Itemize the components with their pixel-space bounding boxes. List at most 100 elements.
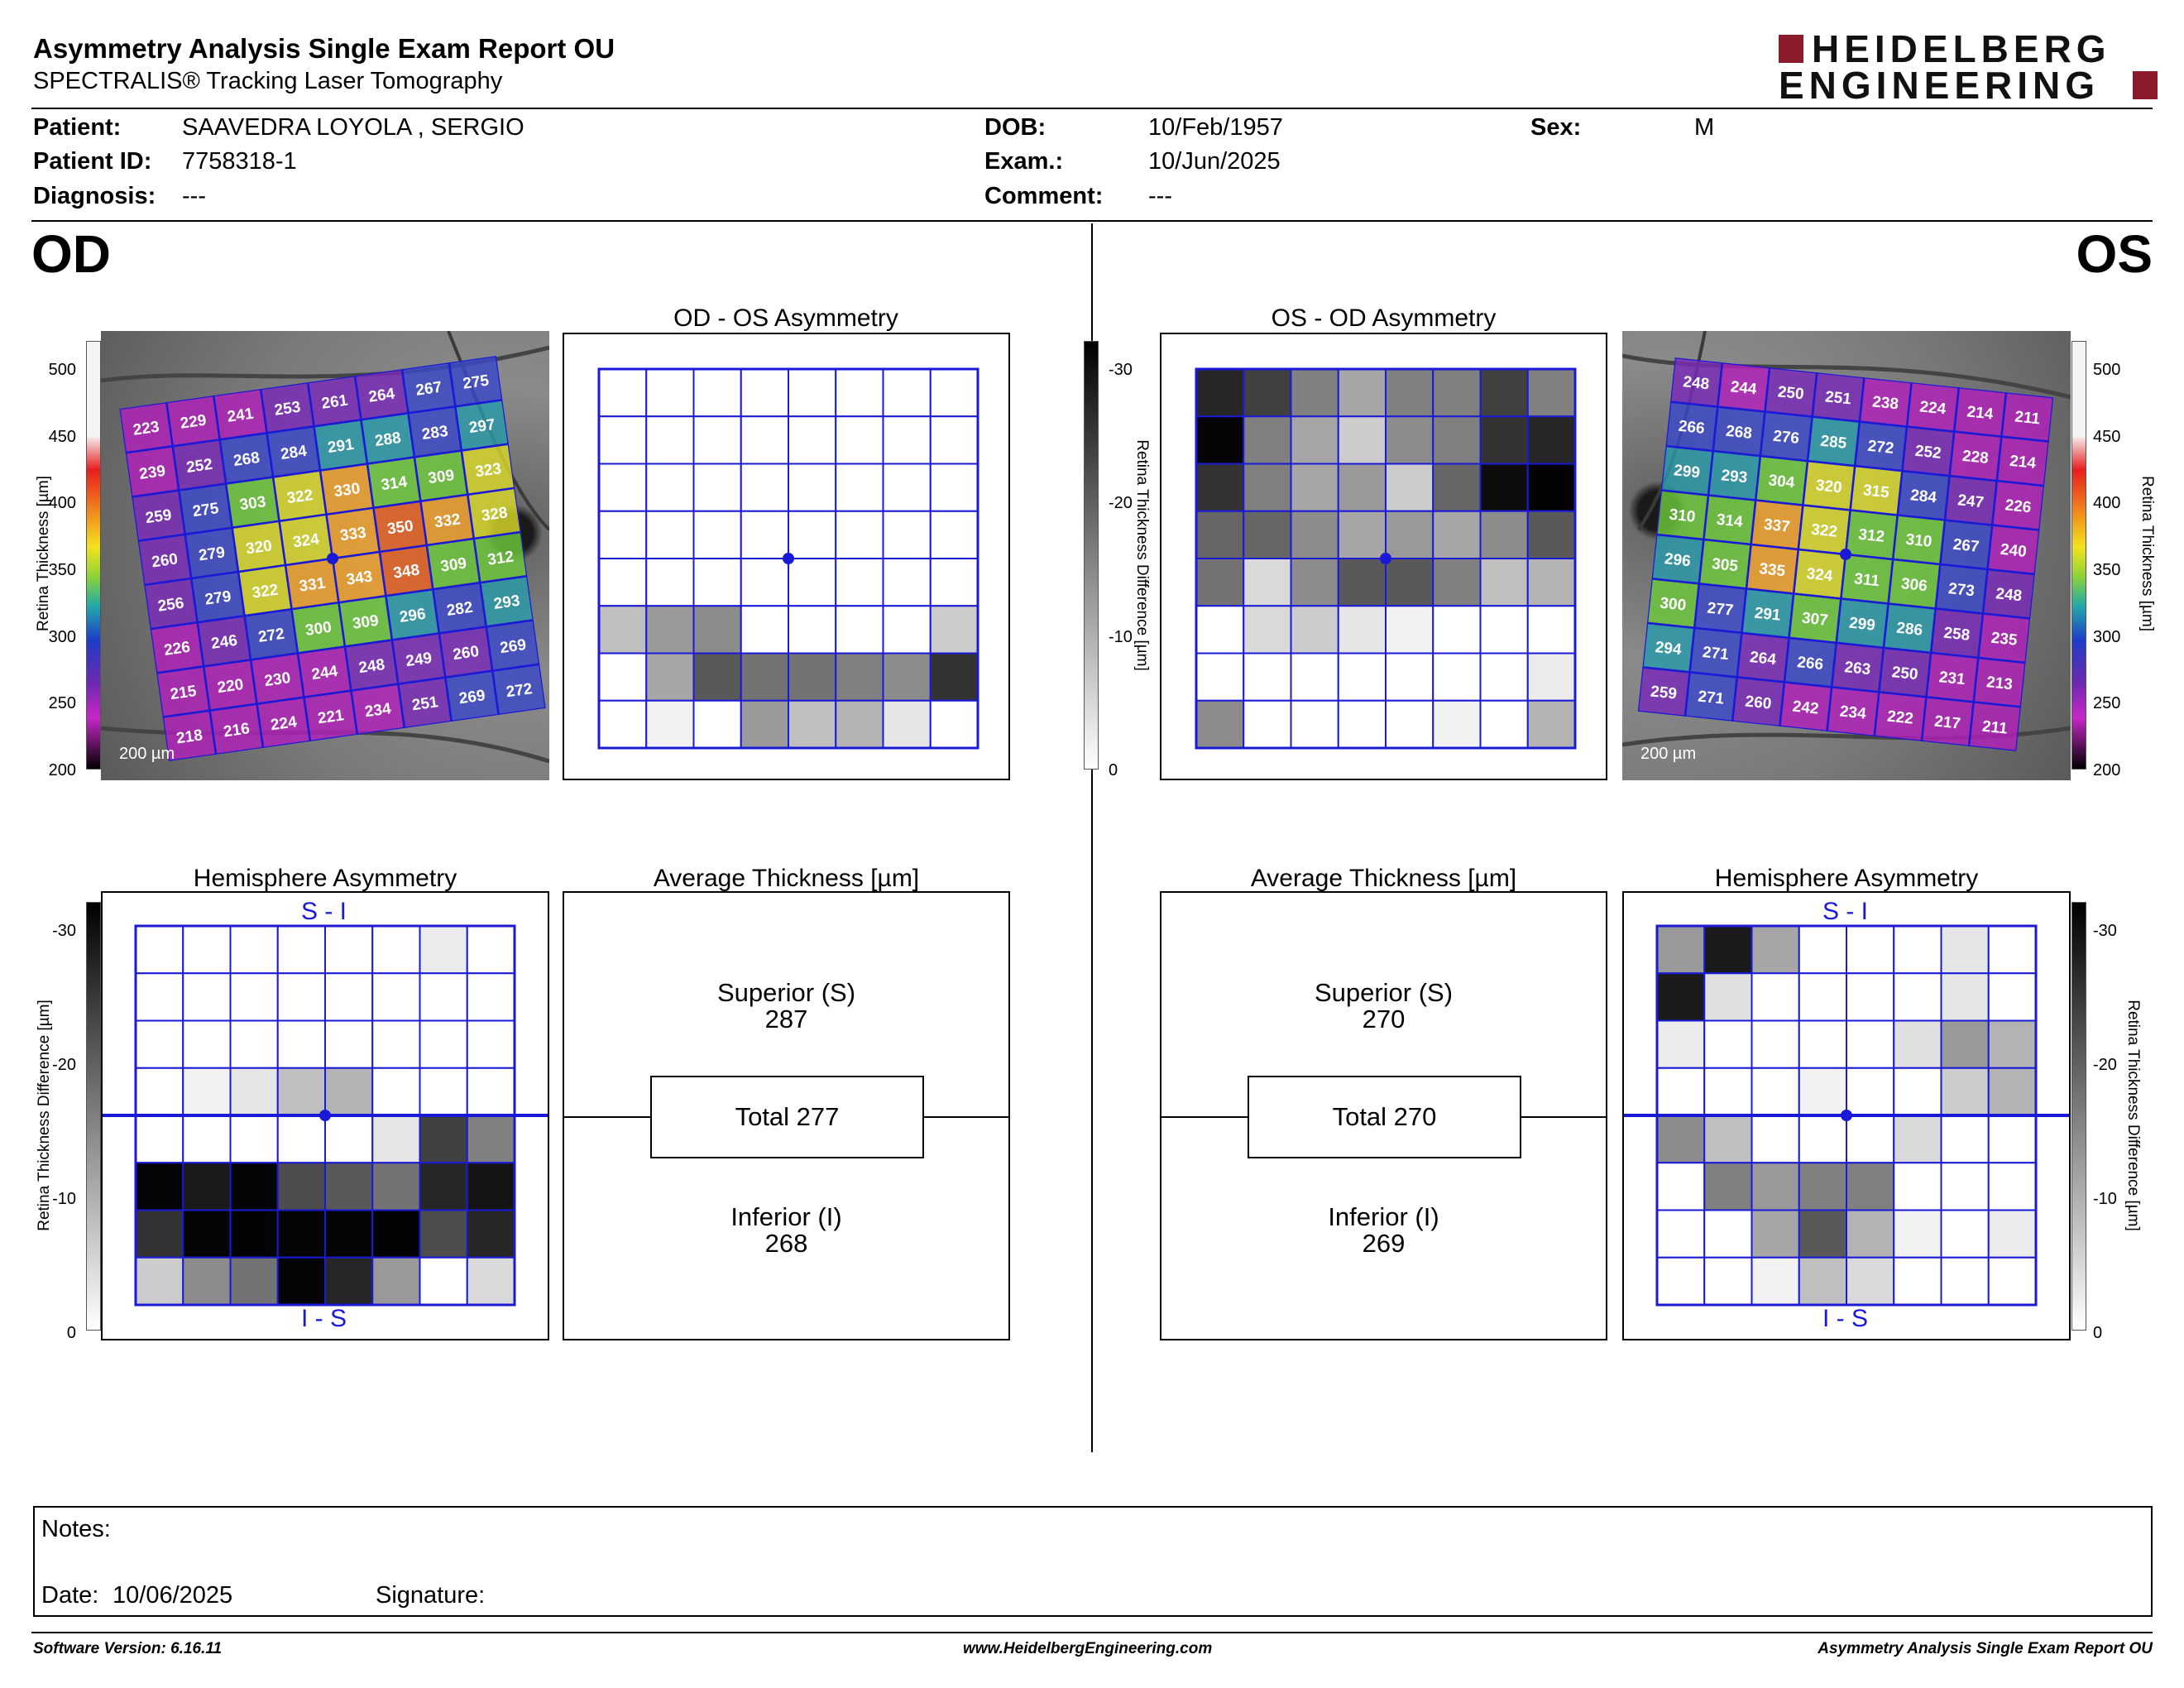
grid-cell — [1526, 652, 1576, 702]
grid-cell — [229, 1256, 279, 1306]
thickness-value: 260 — [151, 550, 179, 571]
thickness-value: 267 — [414, 379, 443, 400]
thickness-value: 272 — [257, 626, 285, 646]
thickness-value: 288 — [374, 429, 402, 450]
thickness-value: 216 — [223, 720, 251, 741]
thickness-value: 300 — [304, 619, 333, 640]
grid-cell — [1893, 1209, 1942, 1259]
footer-software: Software Version: 6.16.11 — [33, 1640, 223, 1657]
od-asym-grid — [597, 367, 979, 750]
os-hemi-panel: S - I I - S — [1622, 891, 2071, 1340]
grid-cell — [1385, 415, 1434, 465]
od-label: OD — [31, 224, 111, 284]
grid-cell — [1243, 368, 1292, 418]
grid-cell — [1385, 558, 1434, 607]
thickness-value: 224 — [1918, 398, 1947, 418]
grid-cell — [929, 558, 979, 607]
grid-cell — [882, 558, 932, 607]
grid-cell — [835, 558, 884, 607]
grid-cell — [1846, 1256, 1895, 1306]
grid-cell — [1940, 1019, 1990, 1069]
thickness-value: 226 — [2004, 496, 2033, 516]
grid-cell — [1385, 652, 1434, 702]
grid-cell — [276, 1115, 326, 1164]
diagnosis-value: --- — [182, 183, 206, 209]
thickness-value: 266 — [1678, 418, 1706, 438]
grid-cell — [598, 510, 648, 559]
od-hemi-axis-label: Retina Thickness Difference [µm] — [36, 1000, 53, 1231]
grid-cell — [598, 463, 648, 512]
footer-divider — [31, 1632, 2153, 1633]
grid-cell — [1940, 1209, 1990, 1259]
grid-cell — [788, 699, 837, 749]
notes-box[interactable]: Notes: Date: 10/06/2025 Signature: — [33, 1506, 2153, 1617]
thickness-value: 285 — [1819, 433, 1847, 453]
grid-cell — [740, 652, 789, 702]
grid-cell — [1337, 415, 1387, 465]
grid-cell — [740, 415, 789, 465]
scale-tick: 0 — [2093, 1324, 2103, 1342]
grid-cell — [882, 463, 932, 512]
grid-cell — [1751, 1256, 1800, 1306]
grid-cell — [1987, 1115, 2037, 1164]
od-asym-title: OD - OS Asymmetry — [673, 305, 898, 332]
grid-cell — [882, 415, 932, 465]
grid-cell — [371, 1256, 421, 1306]
os-scale-label: 200 µm — [1640, 745, 1697, 763]
grid-cell — [1940, 1162, 1990, 1211]
thickness-value: 332 — [433, 511, 462, 531]
scale-tick: -10 — [52, 1190, 76, 1208]
grid-cell — [1243, 463, 1292, 512]
patient-id: 7758318-1 — [182, 148, 297, 175]
grid-cell — [1893, 972, 1942, 1022]
thickness-value: 333 — [339, 524, 367, 544]
grid-cell — [466, 1067, 515, 1116]
thickness-value: 337 — [1763, 516, 1791, 536]
os-thickness-grid: 248 244 250 251 238 224 214 211 266 268 276 285 272 2… — [1636, 356, 2055, 753]
thickness-value: 229 — [180, 412, 208, 433]
grid-cell — [419, 1115, 468, 1164]
header-divider — [31, 108, 2153, 109]
thickness-value: 253 — [273, 399, 301, 420]
grid-cell — [1987, 972, 2037, 1022]
grid-cell — [1751, 1115, 1800, 1164]
footer-website[interactable]: www.HeidelbergEngineering.com — [963, 1640, 1213, 1657]
fovea-marker — [783, 553, 794, 564]
thickness-value: 272 — [505, 680, 534, 701]
patient-id-label: Patient ID: — [33, 148, 152, 175]
grid-cell — [645, 558, 695, 607]
grid-cell — [740, 463, 789, 512]
grid-cell — [419, 1162, 468, 1211]
sex-value: M — [1694, 114, 1715, 141]
grid-cell — [929, 510, 979, 559]
os-hemi-colorbar — [2071, 902, 2086, 1331]
grid-cell — [1243, 699, 1292, 749]
notes-label: Notes: — [41, 1516, 111, 1542]
grid-cell — [1479, 510, 1529, 559]
grid-cell — [1846, 1162, 1895, 1211]
grid-cell — [135, 1019, 184, 1069]
thickness-value: 230 — [263, 669, 291, 690]
thickness-value: 323 — [474, 460, 502, 481]
grid-cell — [466, 1162, 515, 1211]
grid-cell — [1432, 463, 1482, 512]
grid-cell — [135, 1209, 184, 1259]
grid-cell — [419, 925, 468, 975]
grid-cell — [645, 510, 695, 559]
grid-cell — [1893, 1256, 1942, 1306]
thickness-value: 266 — [1796, 654, 1824, 674]
thickness-value: 215 — [169, 683, 198, 703]
thickness-value: 309 — [427, 467, 455, 487]
thickness-value: 214 — [2009, 453, 2037, 472]
grid-cell — [182, 1162, 232, 1211]
grid-cell — [229, 1115, 279, 1164]
thickness-value: 331 — [298, 574, 327, 595]
grid-cell — [466, 972, 515, 1022]
grid-cell — [1195, 558, 1245, 607]
date-value: 10/06/2025 — [113, 1582, 233, 1609]
grid-cell — [835, 699, 884, 749]
grid-cell — [692, 605, 742, 655]
thickness-value: 322 — [1810, 521, 1838, 541]
od-superior-label: Superior (S) — [716, 978, 856, 1007]
date-label: Date: — [41, 1582, 99, 1609]
